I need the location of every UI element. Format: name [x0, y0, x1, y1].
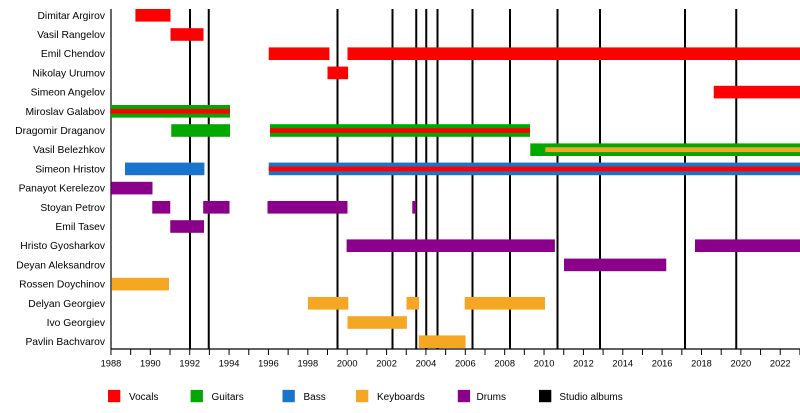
svg-text:Miroslav Galabov: Miroslav Galabov: [25, 107, 105, 118]
svg-text:1988: 1988: [101, 359, 122, 369]
svg-text:2020: 2020: [731, 359, 752, 369]
svg-text:2016: 2016: [652, 359, 673, 369]
svg-text:Rossen Doychinov: Rossen Doychinov: [19, 280, 106, 291]
svg-text:Bass: Bass: [304, 392, 326, 403]
svg-text:Dimitar Argirov: Dimitar Argirov: [37, 11, 105, 22]
svg-text:2010: 2010: [534, 359, 555, 369]
svg-text:2018: 2018: [691, 359, 712, 369]
svg-text:Pavlin Bachvarov: Pavlin Bachvarov: [25, 337, 105, 348]
svg-text:Dragomir Draganov: Dragomir Draganov: [15, 126, 106, 137]
svg-text:2022: 2022: [770, 359, 791, 369]
svg-text:1992: 1992: [179, 359, 200, 369]
svg-text:1990: 1990: [140, 359, 161, 369]
svg-text:2002: 2002: [376, 359, 397, 369]
svg-text:Emil Tasev: Emil Tasev: [55, 222, 105, 233]
svg-text:Vasil Rangelov: Vasil Rangelov: [37, 30, 106, 41]
svg-text:Panayot Kerelezov: Panayot Kerelezov: [19, 184, 106, 195]
svg-text:Vasil Belezhkov: Vasil Belezhkov: [33, 145, 106, 156]
svg-text:2000: 2000: [337, 359, 358, 369]
svg-text:2012: 2012: [573, 359, 594, 369]
svg-text:2008: 2008: [494, 359, 515, 369]
svg-text:1994: 1994: [219, 359, 240, 369]
svg-text:Deyan Aleksandrov: Deyan Aleksandrov: [16, 260, 106, 271]
svg-text:Keyboards: Keyboards: [377, 392, 425, 403]
svg-text:Hristo Gyosharkov: Hristo Gyosharkov: [20, 241, 106, 252]
svg-text:Drums: Drums: [477, 392, 506, 403]
svg-text:2004: 2004: [416, 359, 437, 369]
svg-text:Emil Chendov: Emil Chendov: [41, 49, 106, 60]
svg-text:Guitars: Guitars: [212, 392, 244, 403]
svg-text:1998: 1998: [297, 359, 318, 369]
svg-text:Ivo Georgiev: Ivo Georgiev: [47, 318, 106, 329]
svg-text:1996: 1996: [258, 359, 279, 369]
svg-text:Stoyan Petrov: Stoyan Petrov: [40, 203, 106, 214]
svg-text:2006: 2006: [455, 359, 476, 369]
svg-text:2014: 2014: [612, 359, 633, 369]
svg-text:Simeon Angelov: Simeon Angelov: [31, 88, 106, 99]
svg-text:Delyan Georgiev: Delyan Georgiev: [28, 299, 106, 310]
svg-text:Vocals: Vocals: [129, 392, 158, 403]
svg-text:Simeon Hristov: Simeon Hristov: [35, 164, 106, 175]
svg-text:Studio albums: Studio albums: [559, 392, 622, 403]
svg-text:Nikolay Urumov: Nikolay Urumov: [32, 68, 106, 79]
